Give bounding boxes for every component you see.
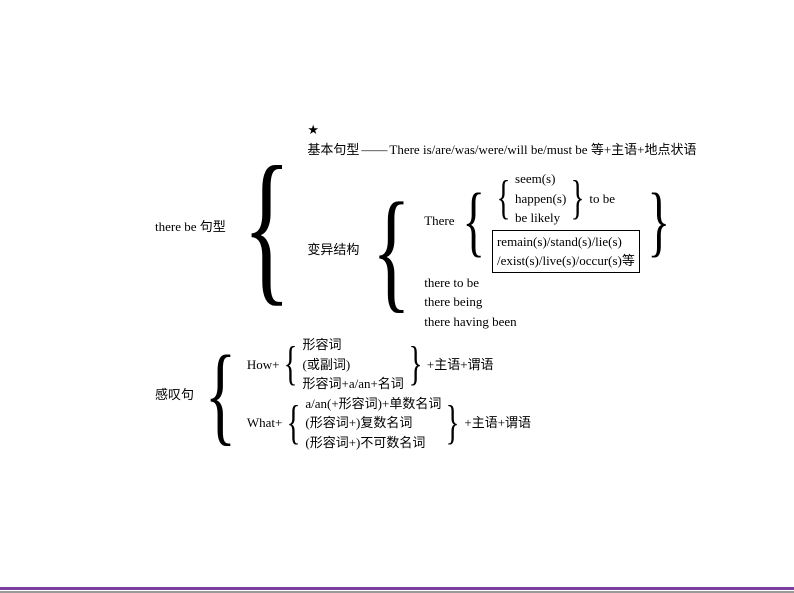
star: ★ bbox=[307, 120, 359, 140]
basic-label: 基本句型 bbox=[307, 140, 359, 160]
variant-content: There seem(s) happen(s) be likely bbox=[424, 169, 677, 331]
how-branch: How+ 形容词 (或副词) 形容词+a/an+名词 +主语+谓语 bbox=[247, 335, 531, 394]
g2-line2: /exist(s)/live(s)/occur(s)等 bbox=[497, 251, 635, 271]
brace-close bbox=[571, 174, 585, 222]
brace-open bbox=[462, 182, 484, 260]
there-group: There seem(s) happen(s) be likely bbox=[424, 169, 677, 273]
excl-block: 感叹句 How+ 形容词 (或副词) 形容词+a/an+名词 +主语+谓语 bbox=[155, 335, 696, 452]
rest-item: there to be bbox=[424, 273, 677, 293]
what-items: a/an(+形容词)+单数名词 (形容词+)复数名词 (形容词+)不可数名词 bbox=[305, 394, 441, 453]
brace-open bbox=[372, 183, 411, 318]
how-item: (或副词) bbox=[302, 355, 403, 375]
g1-item: seem(s) bbox=[515, 169, 566, 189]
what-head: What+ bbox=[247, 413, 282, 433]
rest-item: there having been bbox=[424, 312, 677, 332]
brace-open bbox=[284, 340, 298, 388]
how-item: 形容词+a/an+名词 bbox=[302, 374, 403, 394]
g2-line1: remain(s)/stand(s)/lie(s) bbox=[497, 232, 635, 252]
how-head: How+ bbox=[247, 355, 280, 375]
basic-dash: —— bbox=[361, 140, 387, 160]
variant-label: 变异结构 bbox=[307, 240, 359, 260]
group1-items: seem(s) happen(s) be likely bbox=[515, 169, 566, 228]
brace-close bbox=[446, 399, 460, 447]
g1-item: be likely bbox=[515, 208, 566, 228]
brace-open bbox=[242, 141, 291, 311]
therebe-block: there be 句型 ★ 基本句型 —— There is/are/was/w… bbox=[155, 120, 696, 331]
how-item: 形容词 bbox=[302, 335, 403, 355]
rest-item: there being bbox=[424, 292, 677, 312]
basic-text: There is/are/was/were/will be/must be 等+… bbox=[389, 140, 696, 160]
g1-suffix: to be bbox=[589, 189, 615, 209]
excl-label: 感叹句 bbox=[155, 384, 194, 403]
what-suffix: +主语+谓语 bbox=[464, 413, 531, 433]
footer-rule bbox=[0, 587, 794, 593]
therebe-branches: ★ 基本句型 —— There is/are/was/were/will be/… bbox=[307, 120, 696, 331]
there-word: There bbox=[424, 211, 454, 231]
brace-open bbox=[287, 399, 301, 447]
g1-item: happen(s) bbox=[515, 189, 566, 209]
brace-open bbox=[205, 339, 237, 449]
basic-left: ★ 基本句型 bbox=[307, 120, 359, 159]
excl-branches: How+ 形容词 (或副词) 形容词+a/an+名词 +主语+谓语 What+ bbox=[247, 335, 531, 452]
purple-rule bbox=[0, 587, 794, 590]
how-suffix: +主语+谓语 bbox=[427, 355, 494, 375]
brace-open bbox=[497, 174, 511, 222]
diagram: there be 句型 ★ 基本句型 —— There is/are/was/w… bbox=[155, 120, 696, 452]
slide: there be 句型 ★ 基本句型 —— There is/are/was/w… bbox=[0, 0, 794, 593]
how-items: 形容词 (或副词) 形容词+a/an+名词 bbox=[302, 335, 403, 394]
group1: seem(s) happen(s) be likely to be bbox=[492, 169, 640, 228]
what-branch: What+ a/an(+形容词)+单数名词 (形容词+)复数名词 (形容词+)不… bbox=[247, 394, 531, 453]
what-item: (形容词+)不可数名词 bbox=[305, 433, 441, 453]
there-items: seem(s) happen(s) be likely to be r bbox=[492, 169, 640, 273]
brace-close bbox=[647, 182, 669, 260]
group2-box: remain(s)/stand(s)/lie(s) /exist(s)/live… bbox=[492, 230, 640, 273]
therebe-label: there be 句型 bbox=[155, 216, 226, 235]
brace-close bbox=[408, 340, 422, 388]
variant-branch: 变异结构 There seem bbox=[307, 169, 696, 331]
what-item: (形容词+)复数名词 bbox=[305, 413, 441, 433]
what-item: a/an(+形容词)+单数名词 bbox=[305, 394, 441, 414]
basic-branch: ★ 基本句型 —— There is/are/was/were/will be/… bbox=[307, 120, 696, 159]
